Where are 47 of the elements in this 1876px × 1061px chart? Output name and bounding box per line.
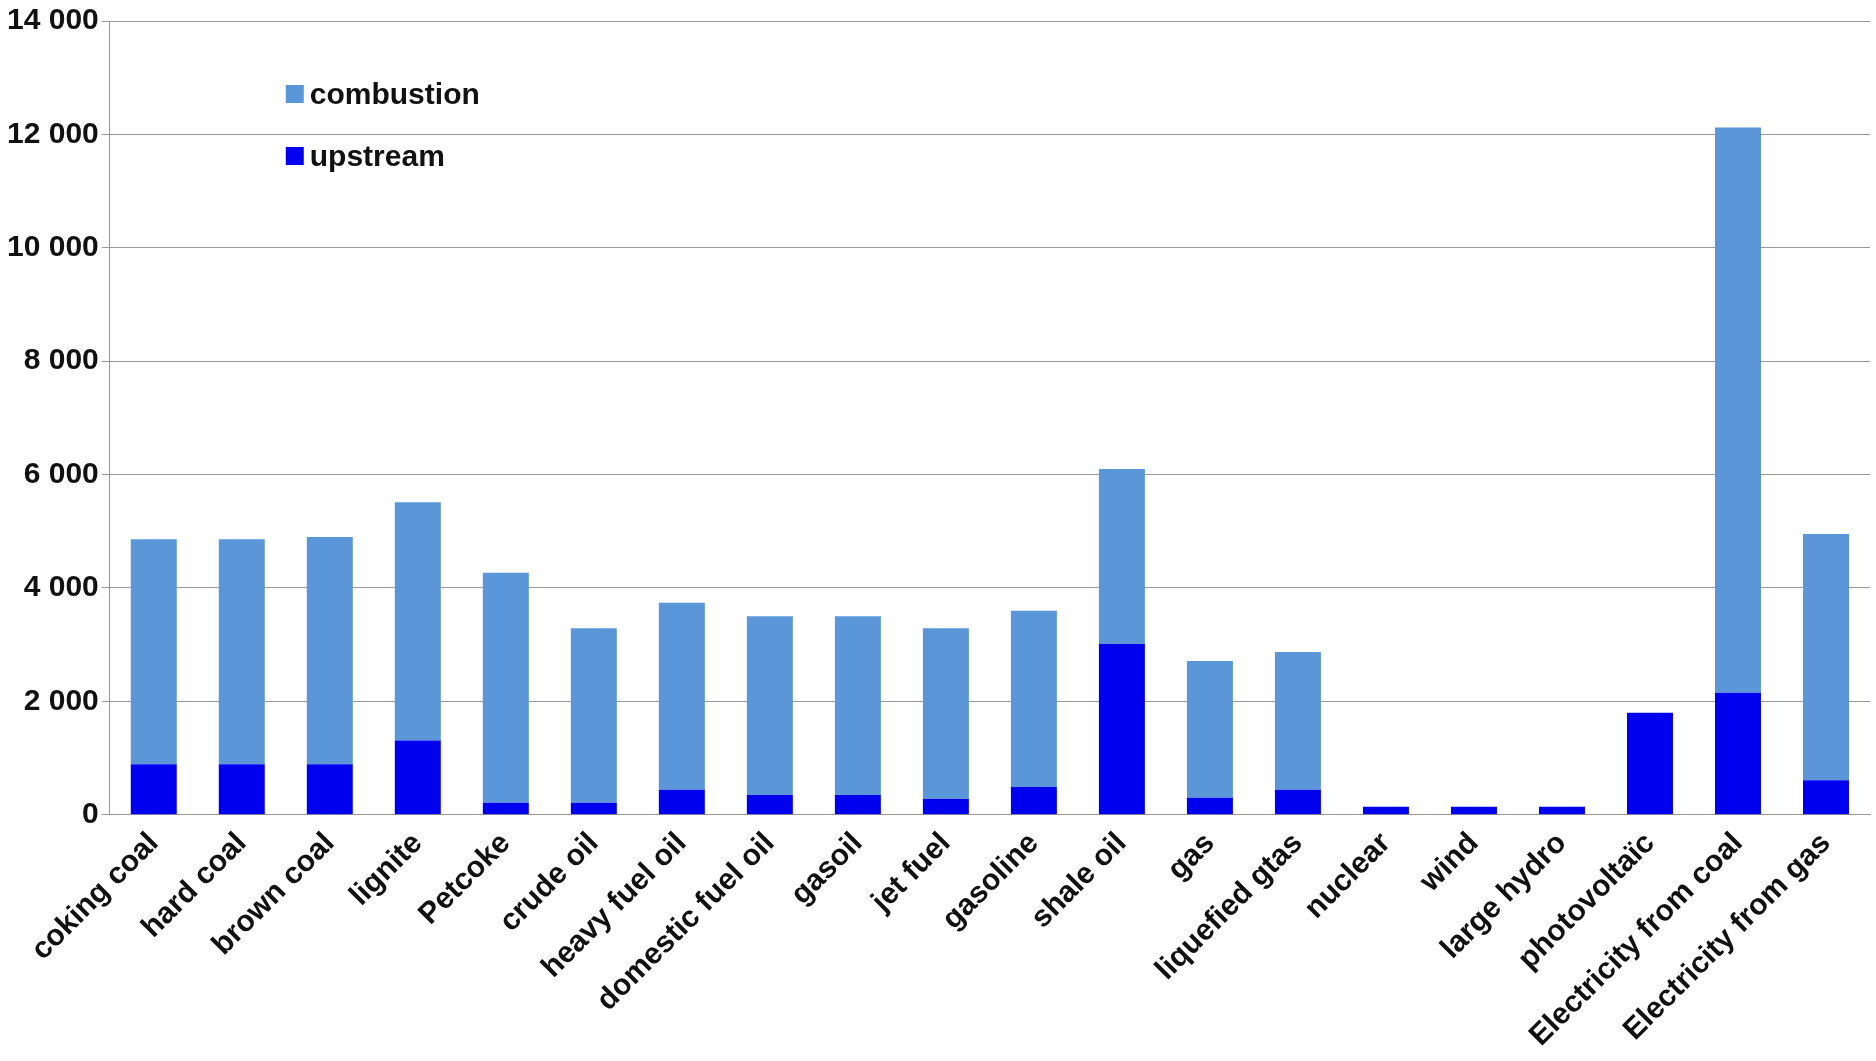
bar <box>1186 797 1233 815</box>
y-tick-label: 14 000 <box>6 2 99 36</box>
bar <box>834 794 881 815</box>
bar <box>1626 712 1673 815</box>
bar <box>1098 468 1145 645</box>
y-tick-label: 8 000 <box>23 342 99 376</box>
bar <box>1010 786 1057 815</box>
bar <box>570 628 617 803</box>
y-tick-label: 4 000 <box>23 569 99 603</box>
bar <box>658 789 705 815</box>
bar <box>482 802 529 815</box>
bar <box>1714 692 1761 815</box>
y-tick-label: 10 000 <box>6 229 99 263</box>
bar <box>1538 806 1585 815</box>
bar <box>218 539 265 765</box>
bar <box>218 764 265 815</box>
bar <box>1714 127 1761 693</box>
bar <box>570 802 617 815</box>
bar <box>1010 610 1057 787</box>
bar <box>130 539 177 765</box>
y-tick-label: 12 000 <box>6 115 99 149</box>
bar <box>1803 534 1849 781</box>
bar <box>1274 652 1321 790</box>
bar <box>482 572 529 803</box>
bar <box>1274 789 1321 815</box>
bar <box>746 794 793 815</box>
bar <box>1098 644 1145 815</box>
y-tick-label: 6 000 <box>23 455 99 489</box>
y-tick-label: 0 <box>82 796 99 830</box>
bar <box>394 740 441 815</box>
legend-label: combustion <box>309 77 480 111</box>
legend-label: upstream <box>309 139 445 173</box>
bar <box>306 764 353 815</box>
bar <box>658 602 705 790</box>
x-tick-label: gas <box>1160 825 1220 886</box>
bar <box>922 628 969 799</box>
bar <box>394 502 441 741</box>
bar <box>834 616 881 795</box>
bar <box>1803 780 1849 815</box>
bar <box>1450 806 1497 815</box>
bar <box>306 536 353 765</box>
bar <box>130 764 177 815</box>
bar <box>922 798 969 815</box>
bar <box>1362 806 1409 815</box>
bar <box>746 616 793 795</box>
y-tick-label: 2 000 <box>23 682 99 716</box>
bar <box>1186 661 1233 798</box>
